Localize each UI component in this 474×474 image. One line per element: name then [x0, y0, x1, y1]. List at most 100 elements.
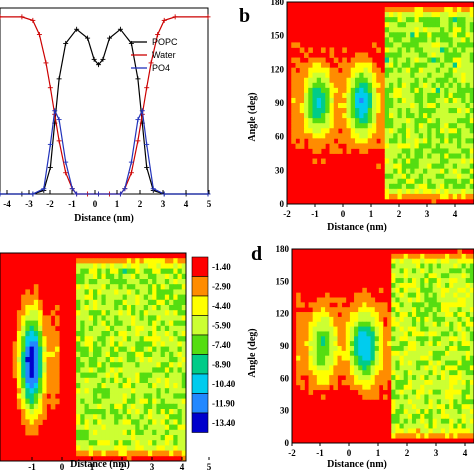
heatmap-cell	[358, 346, 363, 352]
heatmap-cell	[50, 388, 56, 394]
heatmap-cell	[374, 379, 380, 386]
heatmap-cell	[431, 12, 437, 18]
heatmap-cell	[449, 302, 454, 308]
heatmap-cell	[358, 350, 363, 357]
heatmap-cell	[406, 133, 411, 139]
heatmap-cell	[308, 103, 313, 109]
heatmap-cell	[403, 394, 409, 400]
heatmap-cell	[173, 367, 178, 373]
heatmap-cell	[407, 263, 413, 269]
colorbar-label: -5.90	[212, 320, 231, 330]
heatmap-cell	[444, 123, 449, 129]
heatmap-cell	[88, 284, 94, 290]
heatmap-cell	[295, 128, 301, 134]
heatmap-cell	[403, 278, 409, 284]
heatmap-cell	[389, 178, 394, 185]
heatmap-cell	[461, 128, 466, 134]
heatmap-cell	[312, 341, 318, 347]
heatmap-cell	[152, 305, 157, 311]
heatmap-cell	[50, 403, 56, 410]
heatmap-cell	[122, 320, 128, 327]
heatmap-cell	[418, 103, 424, 109]
heatmap-cell	[308, 62, 313, 69]
heatmap-cell	[147, 435, 153, 441]
heatmap-cell	[370, 302, 376, 308]
heatmap-cell	[101, 258, 107, 264]
heatmap-cell	[350, 108, 356, 114]
heatmap-cell	[423, 72, 428, 79]
heatmap-cell	[389, 113, 394, 119]
heatmap-cell	[131, 268, 136, 275]
heatmap-cell	[432, 379, 438, 386]
heatmap-cell	[406, 42, 411, 48]
heatmap-cell	[376, 128, 381, 134]
heatmap-cell	[333, 97, 339, 104]
heatmap-cell	[296, 360, 301, 366]
heatmap-cell	[304, 350, 309, 357]
heatmap-cell	[109, 258, 115, 264]
heatmap-cell	[131, 263, 136, 269]
heatmap-cell	[341, 316, 347, 323]
heatmap-cell	[435, 7, 441, 13]
heatmap-cell	[436, 307, 442, 313]
heatmap-cell	[401, 143, 407, 149]
heatmap-cell	[457, 163, 462, 170]
heatmap-cell	[403, 336, 409, 342]
heatmap-cell	[391, 389, 396, 395]
heatmap-cell	[164, 273, 170, 280]
colorbar-label: -1.40	[212, 262, 231, 272]
heatmap-cell	[122, 367, 128, 373]
heatmap-cell	[428, 360, 434, 366]
heatmap-cell	[414, 97, 420, 104]
heatmap-cell	[431, 118, 437, 124]
heatmap-cell	[164, 445, 170, 451]
heatmap-cell	[354, 326, 359, 332]
heatmap-cell	[423, 97, 428, 104]
heatmap-cell	[362, 355, 367, 361]
heatmap-cell	[329, 326, 334, 332]
heatmap-cell	[452, 52, 458, 58]
heatmap-cell	[427, 42, 432, 48]
heatmap-cell	[160, 398, 166, 405]
heatmap-cell	[105, 398, 111, 405]
heatmap-cell	[337, 370, 343, 376]
heatmap-cell	[355, 113, 360, 119]
heatmap-cell	[403, 360, 409, 366]
heatmap-cell	[416, 263, 421, 269]
heatmap-cell	[423, 178, 428, 185]
heatmap-cell	[101, 310, 107, 316]
heatmap-cell	[435, 123, 441, 129]
heatmap-cell	[299, 87, 305, 94]
heatmap-cell	[126, 284, 132, 290]
heatmap-cell	[101, 305, 107, 311]
heatmap-cell	[418, 27, 424, 33]
heatmap-cell	[427, 22, 432, 28]
heatmap-cell	[440, 27, 445, 33]
heatmap-cell	[325, 336, 330, 342]
heatmap-cell	[25, 372, 30, 379]
heatmap-cell	[345, 375, 351, 381]
heatmap-cell	[135, 341, 140, 347]
heatmap-cell	[407, 273, 413, 279]
heatmap-cell	[105, 388, 111, 394]
heatmap-cell	[395, 370, 400, 376]
heatmap-cell	[401, 183, 407, 190]
heatmap-cell	[391, 413, 396, 420]
heatmap-cell	[50, 336, 56, 342]
heatmap-cell	[407, 282, 413, 289]
heatmap-cell	[420, 423, 425, 429]
heatmap-cell	[432, 278, 438, 284]
heatmap-cell	[440, 370, 446, 376]
heatmap-cell	[33, 383, 39, 389]
heatmap-cell	[173, 424, 178, 431]
heatmap-cell	[80, 315, 85, 321]
heatmap-cell	[363, 133, 369, 139]
heatmap-cell	[410, 77, 415, 84]
heatmap-frame	[291, 248, 474, 444]
heatmap-cell	[403, 399, 409, 405]
heatmap-cell	[452, 57, 458, 63]
heatmap-cell	[88, 414, 94, 420]
heatmap-cell	[416, 433, 421, 439]
heatmap-cell	[427, 32, 432, 38]
heatmap-cell	[359, 82, 364, 89]
